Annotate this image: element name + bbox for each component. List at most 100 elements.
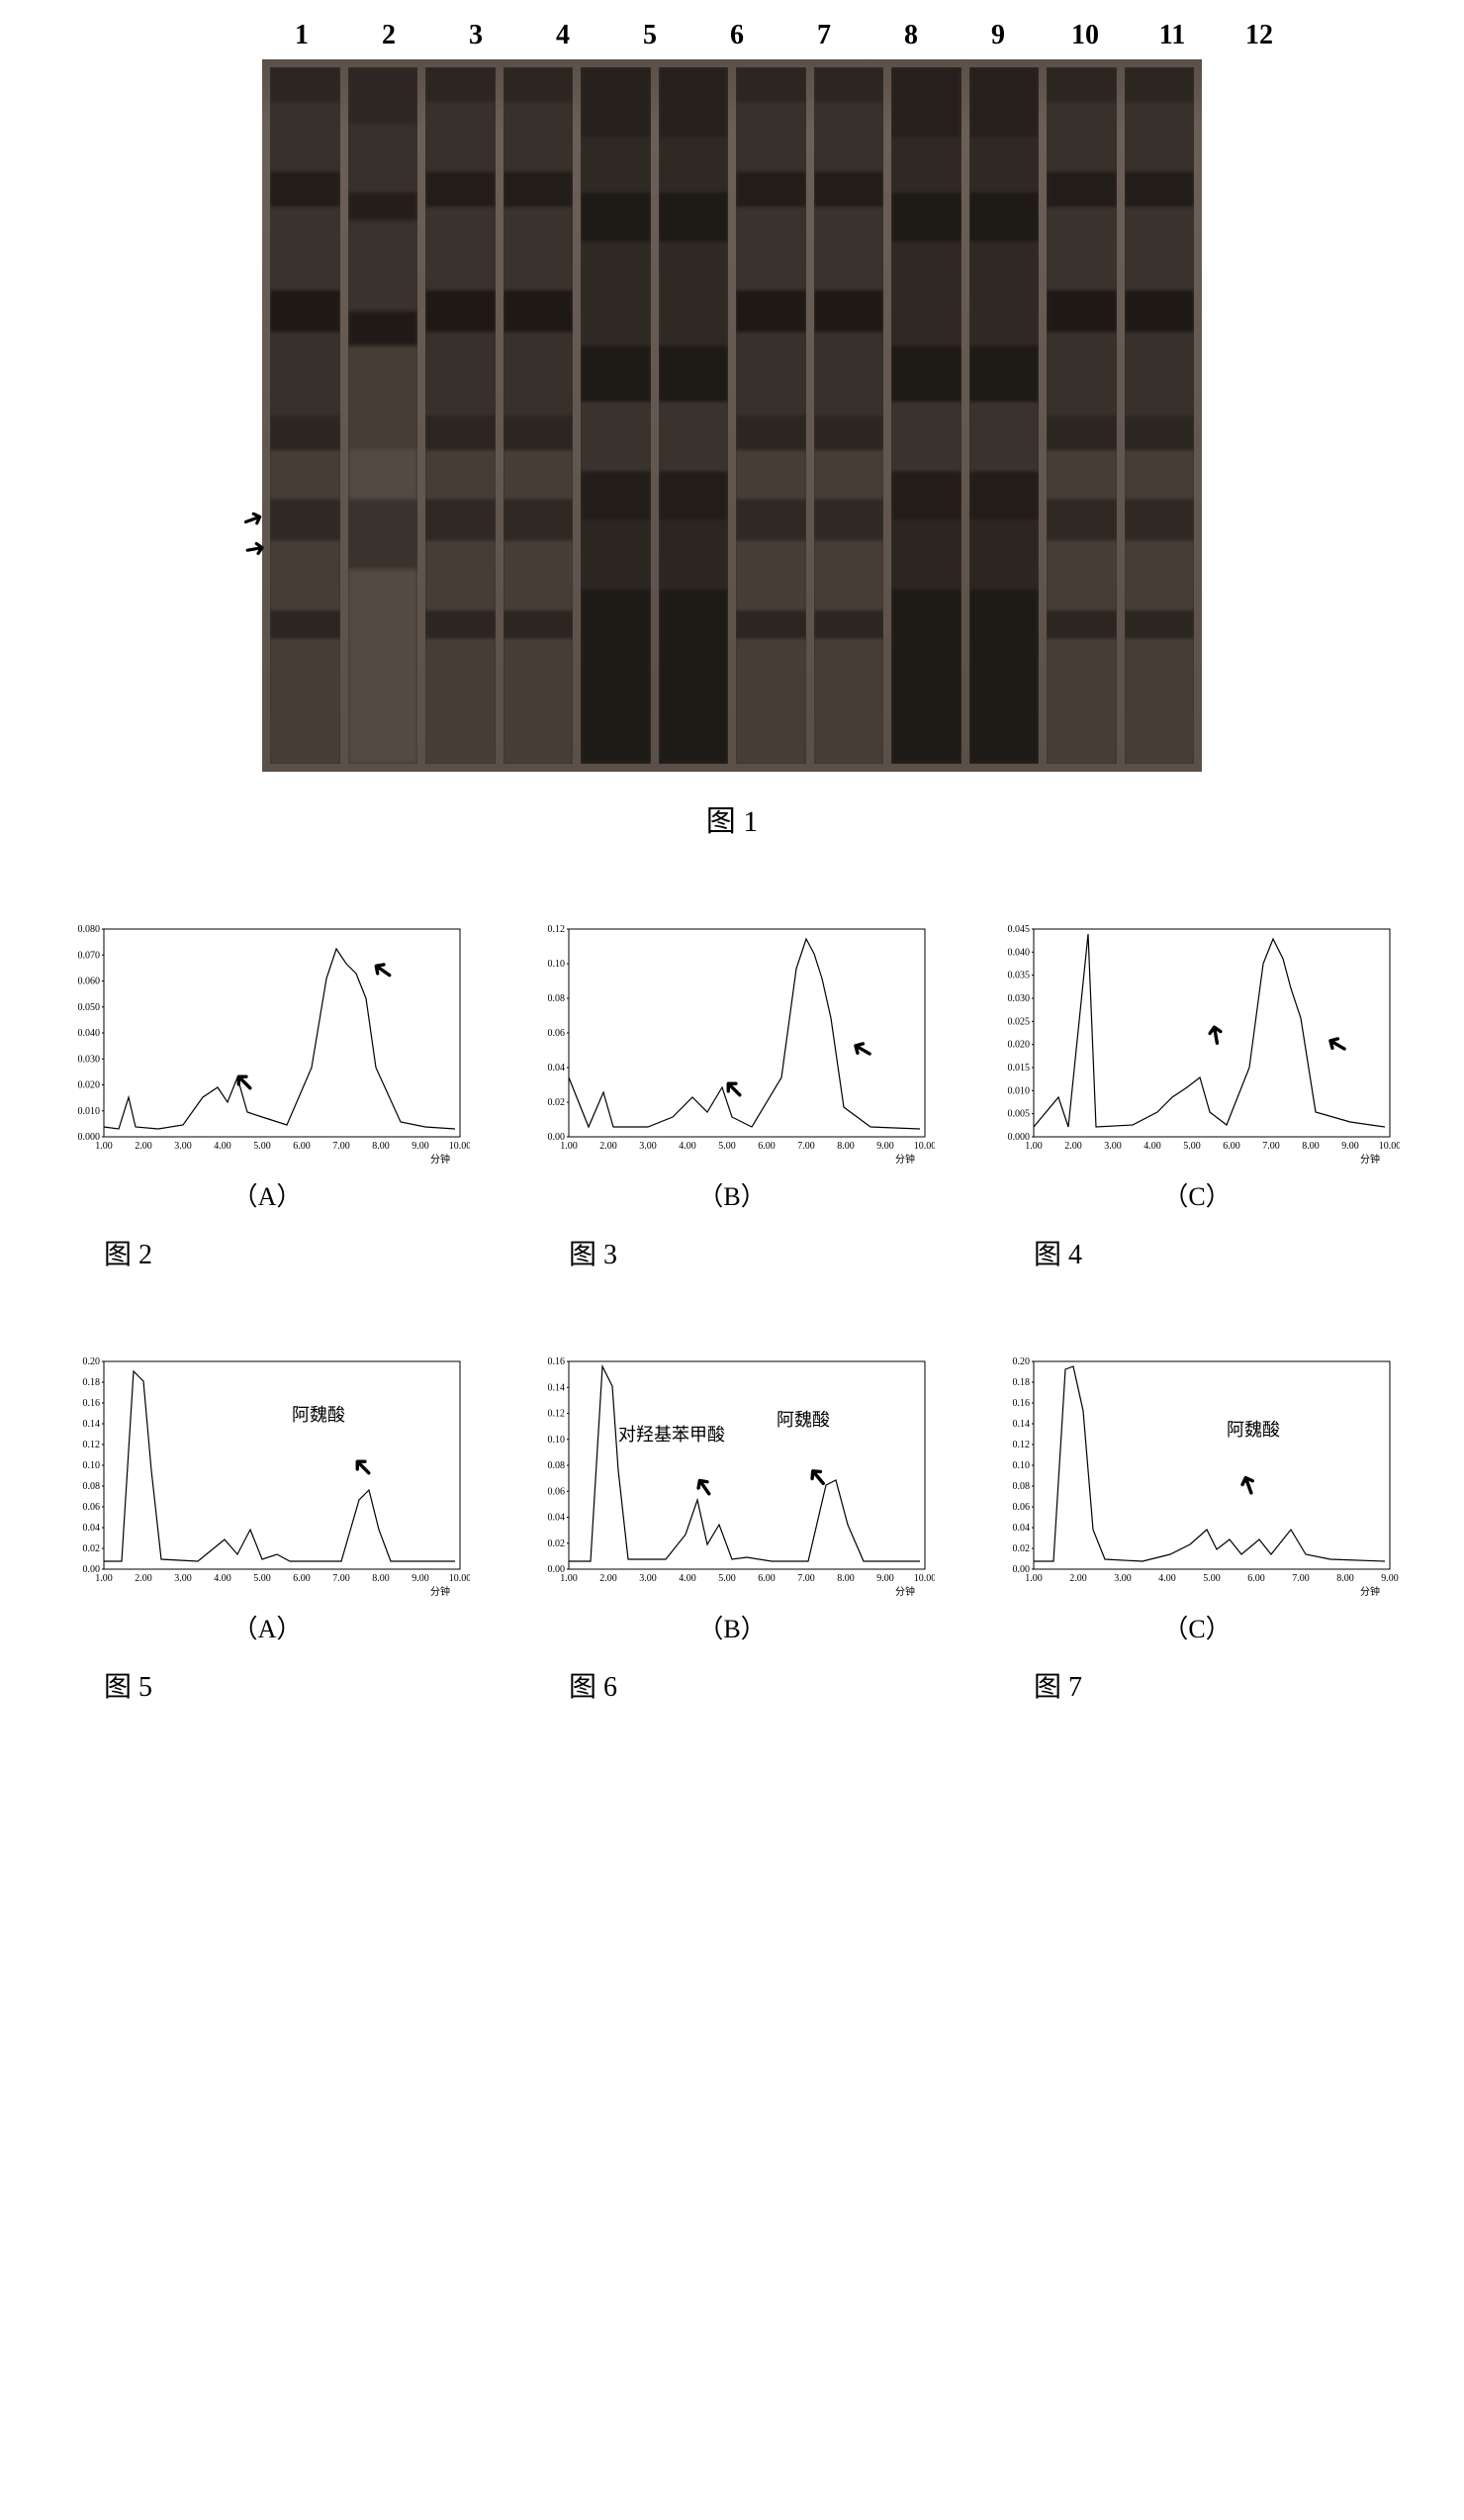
sub-label-C2: （C） <box>994 1609 1400 1645</box>
chart-cell-B1: 0.120.100.080.060.040.020.001.002.003.00… <box>529 919 935 1272</box>
svg-text:0.10: 0.10 <box>1013 1460 1031 1471</box>
svg-text:2.00: 2.00 <box>599 1573 617 1584</box>
svg-text:分钟: 分钟 <box>1360 1153 1380 1166</box>
svg-text:9.00: 9.00 <box>412 1141 429 1152</box>
svg-text:3.00: 3.00 <box>1104 1141 1122 1152</box>
gel-electrophoresis-image <box>262 59 1202 772</box>
svg-text:8.00: 8.00 <box>837 1141 855 1152</box>
svg-text:6.00: 6.00 <box>293 1141 311 1152</box>
chart-annotation: 阿魏酸 <box>777 1406 830 1432</box>
gel-lane <box>659 67 729 764</box>
svg-text:2.00: 2.00 <box>1069 1573 1087 1584</box>
svg-text:4.00: 4.00 <box>214 1141 231 1152</box>
chromatogram-2A: 0.0800.0700.0600.0500.0400.0300.0200.010… <box>64 919 470 1167</box>
sub-label-C1: （C） <box>994 1176 1400 1213</box>
svg-text:0.16: 0.16 <box>1013 1398 1031 1409</box>
svg-text:0.10: 0.10 <box>548 959 566 970</box>
svg-text:分钟: 分钟 <box>895 1153 915 1166</box>
svg-text:2.00: 2.00 <box>135 1573 152 1584</box>
svg-text:0.12: 0.12 <box>83 1440 101 1450</box>
svg-text:0.005: 0.005 <box>1008 1109 1031 1120</box>
chart-row-1: 0.0800.0700.0600.0500.0400.0300.0200.010… <box>20 919 1444 1272</box>
svg-text:5.00: 5.00 <box>253 1141 271 1152</box>
sub-label-A1: （A） <box>64 1176 470 1213</box>
chart-cell-C1: 0.0450.0400.0350.0300.0250.0200.0150.010… <box>994 919 1400 1272</box>
svg-text:0.070: 0.070 <box>78 950 101 961</box>
chart-cell-B2: 0.160.140.120.100.080.060.040.020.001.00… <box>529 1352 935 1705</box>
svg-text:1.00: 1.00 <box>1025 1573 1043 1584</box>
svg-text:10.00: 10.00 <box>449 1141 470 1152</box>
svg-text:1.00: 1.00 <box>1025 1141 1043 1152</box>
svg-text:4.00: 4.00 <box>214 1573 231 1584</box>
gel-lane <box>736 67 806 764</box>
chart-cell-A2: 0.200.180.160.140.120.100.080.060.040.02… <box>64 1352 470 1705</box>
svg-text:0.080: 0.080 <box>78 924 101 935</box>
figure-2-label: 图 2 <box>104 1233 470 1272</box>
svg-text:0.02: 0.02 <box>548 1097 566 1108</box>
chromatogram-4C: 0.0450.0400.0350.0300.0250.0200.0150.010… <box>994 919 1400 1167</box>
svg-text:0.08: 0.08 <box>548 993 566 1004</box>
gel-lane <box>891 67 961 764</box>
lane-label-8: 8 <box>896 20 926 51</box>
lane-label-9: 9 <box>983 20 1013 51</box>
svg-text:0.08: 0.08 <box>548 1460 566 1471</box>
svg-text:1.00: 1.00 <box>560 1573 578 1584</box>
figure-7-label: 图 7 <box>1034 1665 1400 1705</box>
svg-text:10.00: 10.00 <box>914 1573 935 1584</box>
svg-text:9.00: 9.00 <box>1341 1141 1359 1152</box>
svg-text:2.00: 2.00 <box>135 1141 152 1152</box>
gel-lane <box>425 67 496 764</box>
svg-text:7.00: 7.00 <box>1292 1573 1310 1584</box>
svg-text:0.06: 0.06 <box>548 1028 566 1039</box>
svg-text:2.00: 2.00 <box>599 1141 617 1152</box>
svg-text:0.10: 0.10 <box>548 1435 566 1446</box>
svg-text:5.00: 5.00 <box>1203 1573 1221 1584</box>
gel-lane <box>270 67 340 764</box>
svg-text:6.00: 6.00 <box>1223 1141 1240 1152</box>
svg-text:1.00: 1.00 <box>95 1573 113 1584</box>
svg-text:0.020: 0.020 <box>78 1080 101 1091</box>
svg-text:10.00: 10.00 <box>449 1573 470 1584</box>
svg-text:3.00: 3.00 <box>174 1573 192 1584</box>
svg-text:8.00: 8.00 <box>372 1573 390 1584</box>
svg-text:3.00: 3.00 <box>639 1573 657 1584</box>
gel-lane <box>581 67 651 764</box>
svg-text:分钟: 分钟 <box>1360 1585 1380 1598</box>
svg-text:5.00: 5.00 <box>718 1141 736 1152</box>
svg-text:0.040: 0.040 <box>78 1028 101 1039</box>
svg-text:0.020: 0.020 <box>1008 1040 1031 1051</box>
svg-text:0.10: 0.10 <box>83 1460 101 1471</box>
chromatogram-5A: 0.200.180.160.140.120.100.080.060.040.02… <box>64 1352 470 1599</box>
svg-text:分钟: 分钟 <box>430 1585 450 1598</box>
svg-text:8.00: 8.00 <box>1336 1573 1354 1584</box>
lane-label-12: 12 <box>1244 20 1274 51</box>
svg-text:0.025: 0.025 <box>1008 1016 1031 1027</box>
svg-text:0.02: 0.02 <box>1013 1543 1031 1554</box>
svg-text:0.030: 0.030 <box>78 1054 101 1065</box>
svg-text:8.00: 8.00 <box>837 1573 855 1584</box>
svg-text:6.00: 6.00 <box>758 1141 776 1152</box>
chart-cell-C2: 0.200.180.160.140.120.100.080.060.040.02… <box>994 1352 1400 1705</box>
lane-label-11: 11 <box>1157 20 1187 51</box>
figure-6-label: 图 6 <box>569 1665 935 1705</box>
svg-text:0.06: 0.06 <box>1013 1502 1031 1513</box>
svg-text:7.00: 7.00 <box>797 1573 815 1584</box>
svg-text:8.00: 8.00 <box>1302 1141 1320 1152</box>
svg-text:10.00: 10.00 <box>914 1141 935 1152</box>
svg-text:0.14: 0.14 <box>548 1382 566 1393</box>
gel-lane <box>1125 67 1195 764</box>
svg-text:5.00: 5.00 <box>718 1573 736 1584</box>
svg-text:0.18: 0.18 <box>1013 1377 1031 1388</box>
gel-lane <box>503 67 574 764</box>
svg-text:0.18: 0.18 <box>83 1377 101 1388</box>
sub-label-A2: （A） <box>64 1609 470 1645</box>
svg-text:6.00: 6.00 <box>1247 1573 1265 1584</box>
svg-text:0.16: 0.16 <box>548 1356 566 1367</box>
svg-text:0.035: 0.035 <box>1008 971 1031 981</box>
svg-text:分钟: 分钟 <box>430 1153 450 1166</box>
lane-label-7: 7 <box>809 20 839 51</box>
svg-text:9.00: 9.00 <box>876 1141 894 1152</box>
svg-text:4.00: 4.00 <box>1144 1141 1161 1152</box>
svg-text:3.00: 3.00 <box>174 1141 192 1152</box>
svg-text:0.04: 0.04 <box>548 1513 566 1524</box>
